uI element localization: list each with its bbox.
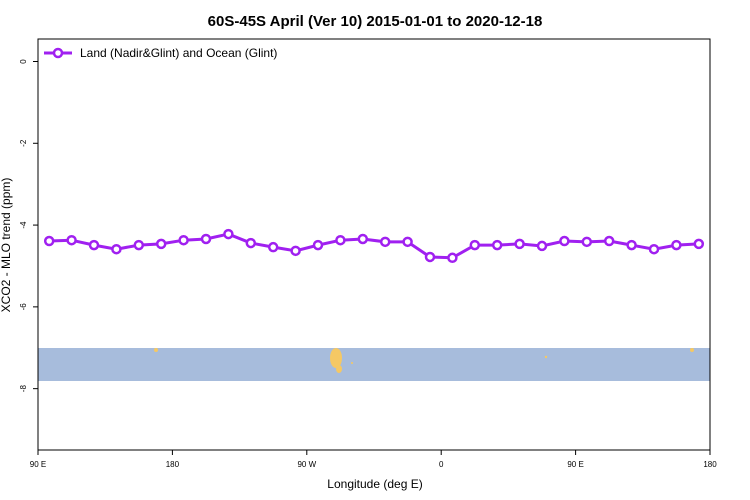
data-point — [267, 241, 279, 253]
data-point — [559, 235, 570, 247]
data-point — [312, 239, 324, 251]
x-tick-label: 0 — [439, 460, 444, 469]
x-axis-label: Longitude (deg E) — [327, 477, 422, 491]
data-point — [379, 236, 391, 248]
plot-frame — [37, 38, 711, 451]
data-point — [626, 239, 637, 251]
data-point — [245, 237, 257, 249]
y-tick-label: -6 — [19, 303, 28, 311]
x-tick-label: 180 — [703, 460, 717, 469]
data-point — [133, 239, 145, 251]
data-point — [200, 233, 212, 245]
chart-title: 60S-45S April (Ver 10) 2015-01-01 to 202… — [208, 13, 543, 30]
data-point — [491, 239, 503, 251]
y-tick-label: -4 — [19, 221, 28, 229]
y-axis-label: XCO2 - MLO trend (ppm) — [0, 178, 13, 313]
data-point — [514, 238, 525, 250]
data-point — [66, 234, 77, 246]
data-point — [648, 243, 660, 255]
data-point — [178, 234, 189, 246]
x-tick-label: 90 W — [297, 460, 316, 469]
data-point — [671, 239, 682, 251]
data-point — [155, 238, 167, 250]
legend-marker — [52, 47, 64, 59]
data-point — [536, 240, 548, 252]
x-tick-label: 180 — [166, 460, 180, 469]
data-point — [581, 236, 593, 248]
data-point — [693, 238, 705, 250]
y-tick-label: 0 — [19, 59, 28, 64]
data-point — [111, 243, 122, 255]
series-line — [49, 232, 699, 260]
map-ocean — [38, 348, 710, 381]
x-tick-label: 90 E — [567, 460, 583, 469]
map-land — [154, 348, 694, 373]
data-point — [223, 228, 234, 240]
x-tick-label: 90 E — [30, 460, 46, 469]
data-point — [402, 236, 413, 248]
legend-label: Land (Nadir&Glint) and Ocean (Glint) — [80, 46, 277, 60]
data-point — [43, 235, 55, 247]
data-point — [290, 245, 301, 257]
data-point — [88, 239, 100, 251]
data-point — [424, 251, 436, 263]
y-tick-label: -2 — [19, 139, 28, 147]
data-point — [603, 235, 615, 247]
data-point — [335, 234, 346, 246]
data-point — [357, 233, 369, 245]
y-tick-label: -8 — [19, 385, 28, 393]
data-point — [447, 252, 458, 264]
data-point — [469, 239, 481, 251]
